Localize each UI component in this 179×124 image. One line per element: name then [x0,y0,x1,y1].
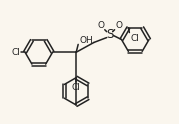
Text: O: O [115,21,122,30]
Text: Cl: Cl [72,83,81,92]
Text: O: O [97,21,104,30]
Text: S: S [106,28,113,41]
Text: Cl: Cl [11,48,20,57]
Text: OH: OH [79,36,93,45]
Text: Cl: Cl [130,33,139,43]
